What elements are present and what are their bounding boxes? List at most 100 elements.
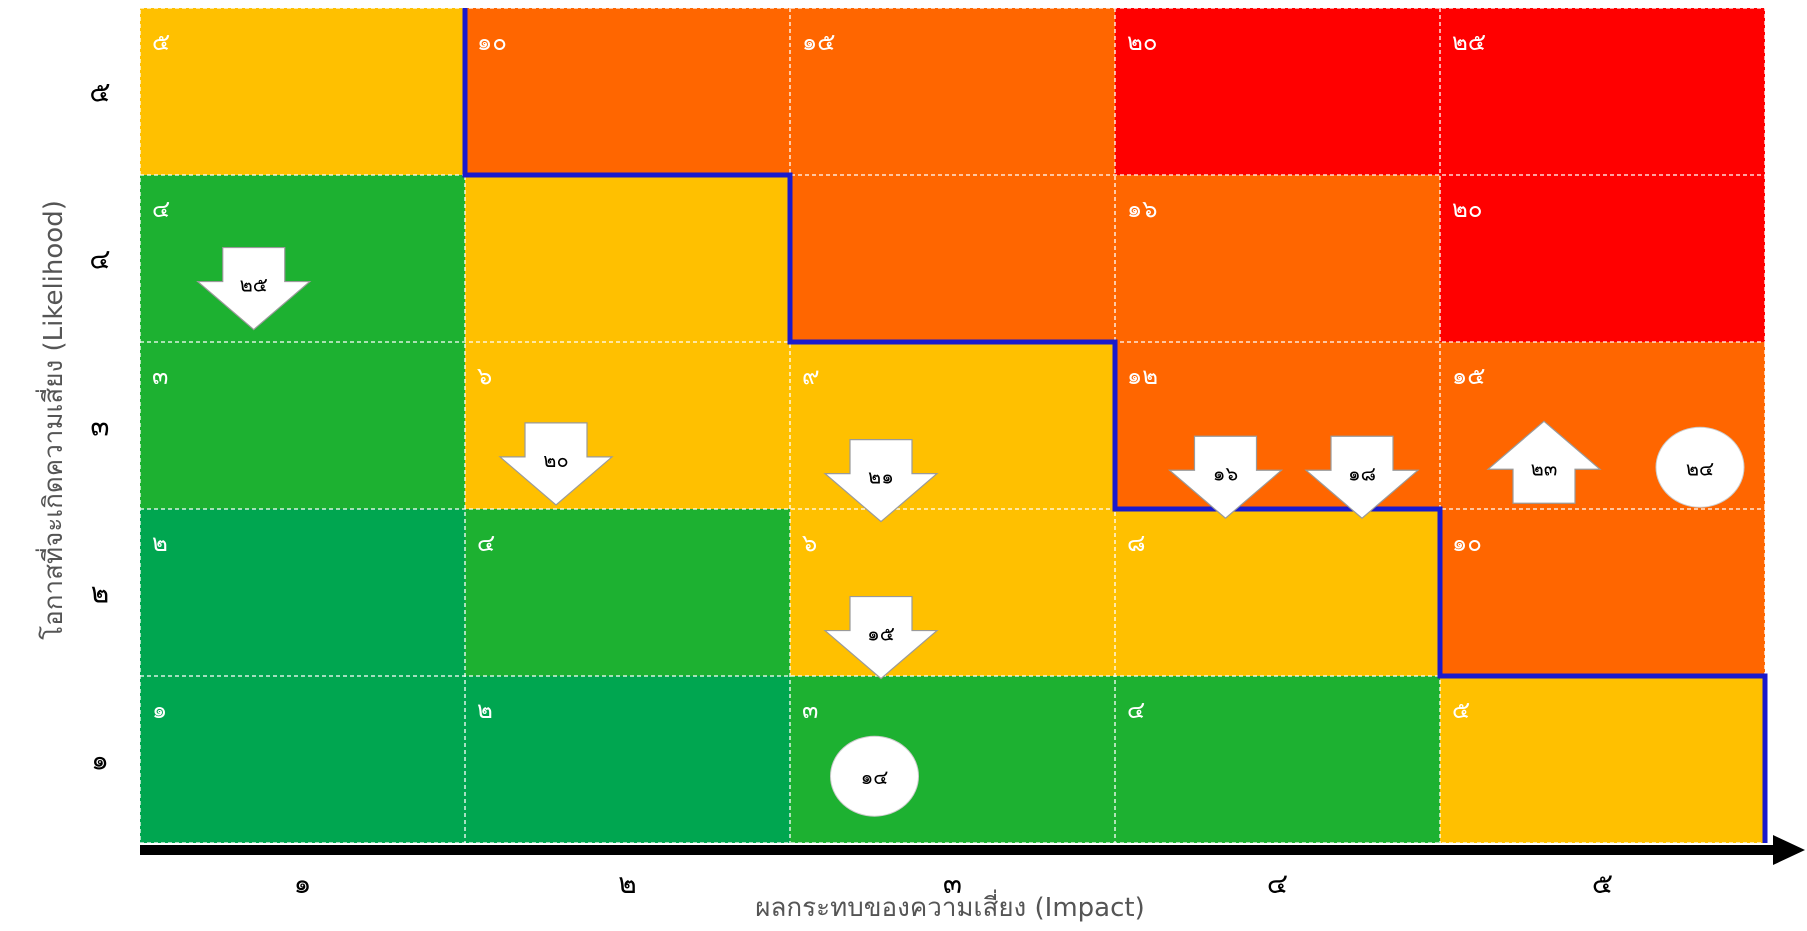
cell-score-label: ๕ [152, 28, 170, 56]
cells-layer: ๕๑๐ ๑๕ ๒๐ ๒๕๔ ๑๖ ๒๐๓๖๙๑๒ ๑๕๒๔๖๘๑๐๑๒๓๔๕ [140, 8, 1765, 843]
cell-score-label: ๓ [152, 362, 168, 390]
grid-border [139, 7, 1766, 844]
cell-score-label: ๒ [152, 529, 168, 557]
cell-fill [1440, 676, 1765, 843]
marker-label: ๑๕ [867, 622, 895, 646]
cell: ๒๐ [1440, 175, 1765, 342]
cell-fill [1115, 175, 1440, 342]
marker-label: ๒๕ [240, 273, 268, 297]
cell-fill [465, 509, 790, 676]
cell: ๔ [140, 175, 465, 342]
marker-label: ๒๑ [868, 465, 894, 489]
boundary-layer [462, 8, 1768, 843]
marker-arrow-down: ๑๖ [1167, 435, 1284, 520]
cell-score-label: ๔ [152, 195, 170, 223]
marker-label: ๒๐ [543, 448, 568, 472]
y-tick-label: ๒ [91, 577, 109, 610]
cell: ๖ [465, 342, 790, 509]
marker-circle-shape [1655, 426, 1745, 508]
y-tick-label: ๕ [89, 76, 110, 109]
risk-appetite-boundary-line [462, 8, 1768, 843]
cell: ๕ [1440, 676, 1765, 843]
cell: ๔ [1115, 676, 1440, 843]
cell: ๑๖ [1115, 175, 1440, 342]
cell: ๑ [140, 676, 465, 843]
cell: ๑๕ [790, 8, 1115, 175]
cell: ๘ [1115, 509, 1440, 676]
x-tick-label: ๔ [1267, 867, 1288, 900]
cell-fill [790, 8, 1115, 175]
cell-fill [1440, 509, 1765, 676]
marker-arrow-shape [498, 422, 614, 506]
y-tick-label: ๑ [91, 744, 109, 777]
cell-score-label: ๒๕ [1452, 28, 1486, 56]
cell-fill [140, 175, 465, 342]
cell-score-label: ๑๕ [1452, 362, 1485, 390]
cell: ๒ [140, 509, 465, 676]
x-tick-label: ๓ [943, 867, 962, 900]
cell-fill [1115, 509, 1440, 676]
x-axis-line [140, 845, 1775, 855]
cell-score-label: ๙ [802, 362, 820, 390]
cell-score-label: ๒๐ [1127, 28, 1157, 56]
cell-score-label: ๓ [802, 696, 818, 724]
marker-arrow-shape [823, 595, 939, 680]
cell-score-label: ๘ [1127, 529, 1146, 557]
marker-arrow-down: ๑๕ [823, 595, 939, 680]
cell-score-label: ๑๕ [802, 28, 835, 56]
marker-label: ๒๓ [1531, 456, 1558, 480]
cell: ๑๐ [465, 8, 790, 175]
cell [465, 175, 790, 342]
marker-circle-shape [830, 735, 919, 817]
marker-circle: ๒๔ [1655, 426, 1745, 508]
marker-label: ๑๔ [861, 765, 889, 789]
marker-arrow-shape [1304, 435, 1420, 520]
marker-circle: ๑๔ [830, 735, 919, 817]
cell-score-label: ๔ [1127, 696, 1145, 724]
cell-fill [1115, 676, 1440, 843]
cell-score-label: ๒๐ [1452, 195, 1482, 223]
cell: ๑๐ [1440, 509, 1765, 676]
axes-layer: ๑๒๓๔๕๑๒๓๔๕ [89, 76, 1805, 900]
cell-score-label: ๑๒ [1127, 362, 1158, 390]
cell-fill [140, 676, 465, 843]
cell-fill [1115, 8, 1440, 175]
cell: ๒๐ [1115, 8, 1440, 175]
cell: ๕ [140, 8, 465, 175]
marker-arrow-down: ๑๘ [1304, 435, 1420, 520]
cell-score-label: ๔ [477, 529, 495, 557]
x-axis-label: ผลกระทบของความเสี่ยง (Impact) [755, 889, 1144, 923]
cell-score-label: ๖ [477, 362, 492, 390]
cell-score-label: ๑๐ [1452, 529, 1482, 557]
marker-arrow-down: ๒๐ [498, 422, 614, 506]
cell-score-label: ๕ [1452, 696, 1470, 724]
y-tick-label: ๔ [89, 243, 110, 276]
marker-arrow-shape [823, 439, 939, 523]
cell-score-label: ๑๖ [1127, 195, 1157, 223]
x-axis-arrowhead [1773, 835, 1805, 865]
marker-arrow-shape [1486, 420, 1602, 504]
marker-arrow-shape [1167, 435, 1284, 520]
cell-fill [465, 8, 790, 175]
cell-fill [465, 676, 790, 843]
cell: ๖ [790, 509, 1115, 676]
cell-fill [1440, 175, 1765, 342]
cell-score-label: ๒ [477, 696, 493, 724]
marker-arrow-down: ๒๑ [823, 439, 939, 523]
cell-score-label: ๖ [802, 529, 817, 557]
cell-score-label: ๑๐ [477, 28, 507, 56]
marker-arrow-shape [196, 246, 312, 331]
cell-fill [790, 175, 1115, 342]
cell-fill [140, 509, 465, 676]
cell-fill [1440, 8, 1765, 175]
y-axis-label: โอกาสที่จะเกิดความเสี่ยง (Likelihood) [35, 200, 69, 640]
cell: ๓ [140, 342, 465, 509]
cell: ๔ [465, 509, 790, 676]
x-tick-label: ๕ [1592, 867, 1613, 900]
marker-arrow-up: ๒๓ [1486, 420, 1602, 504]
cell-fill [140, 342, 465, 509]
cell-fill [465, 342, 790, 509]
marker-label: ๑๖ [1213, 461, 1238, 485]
